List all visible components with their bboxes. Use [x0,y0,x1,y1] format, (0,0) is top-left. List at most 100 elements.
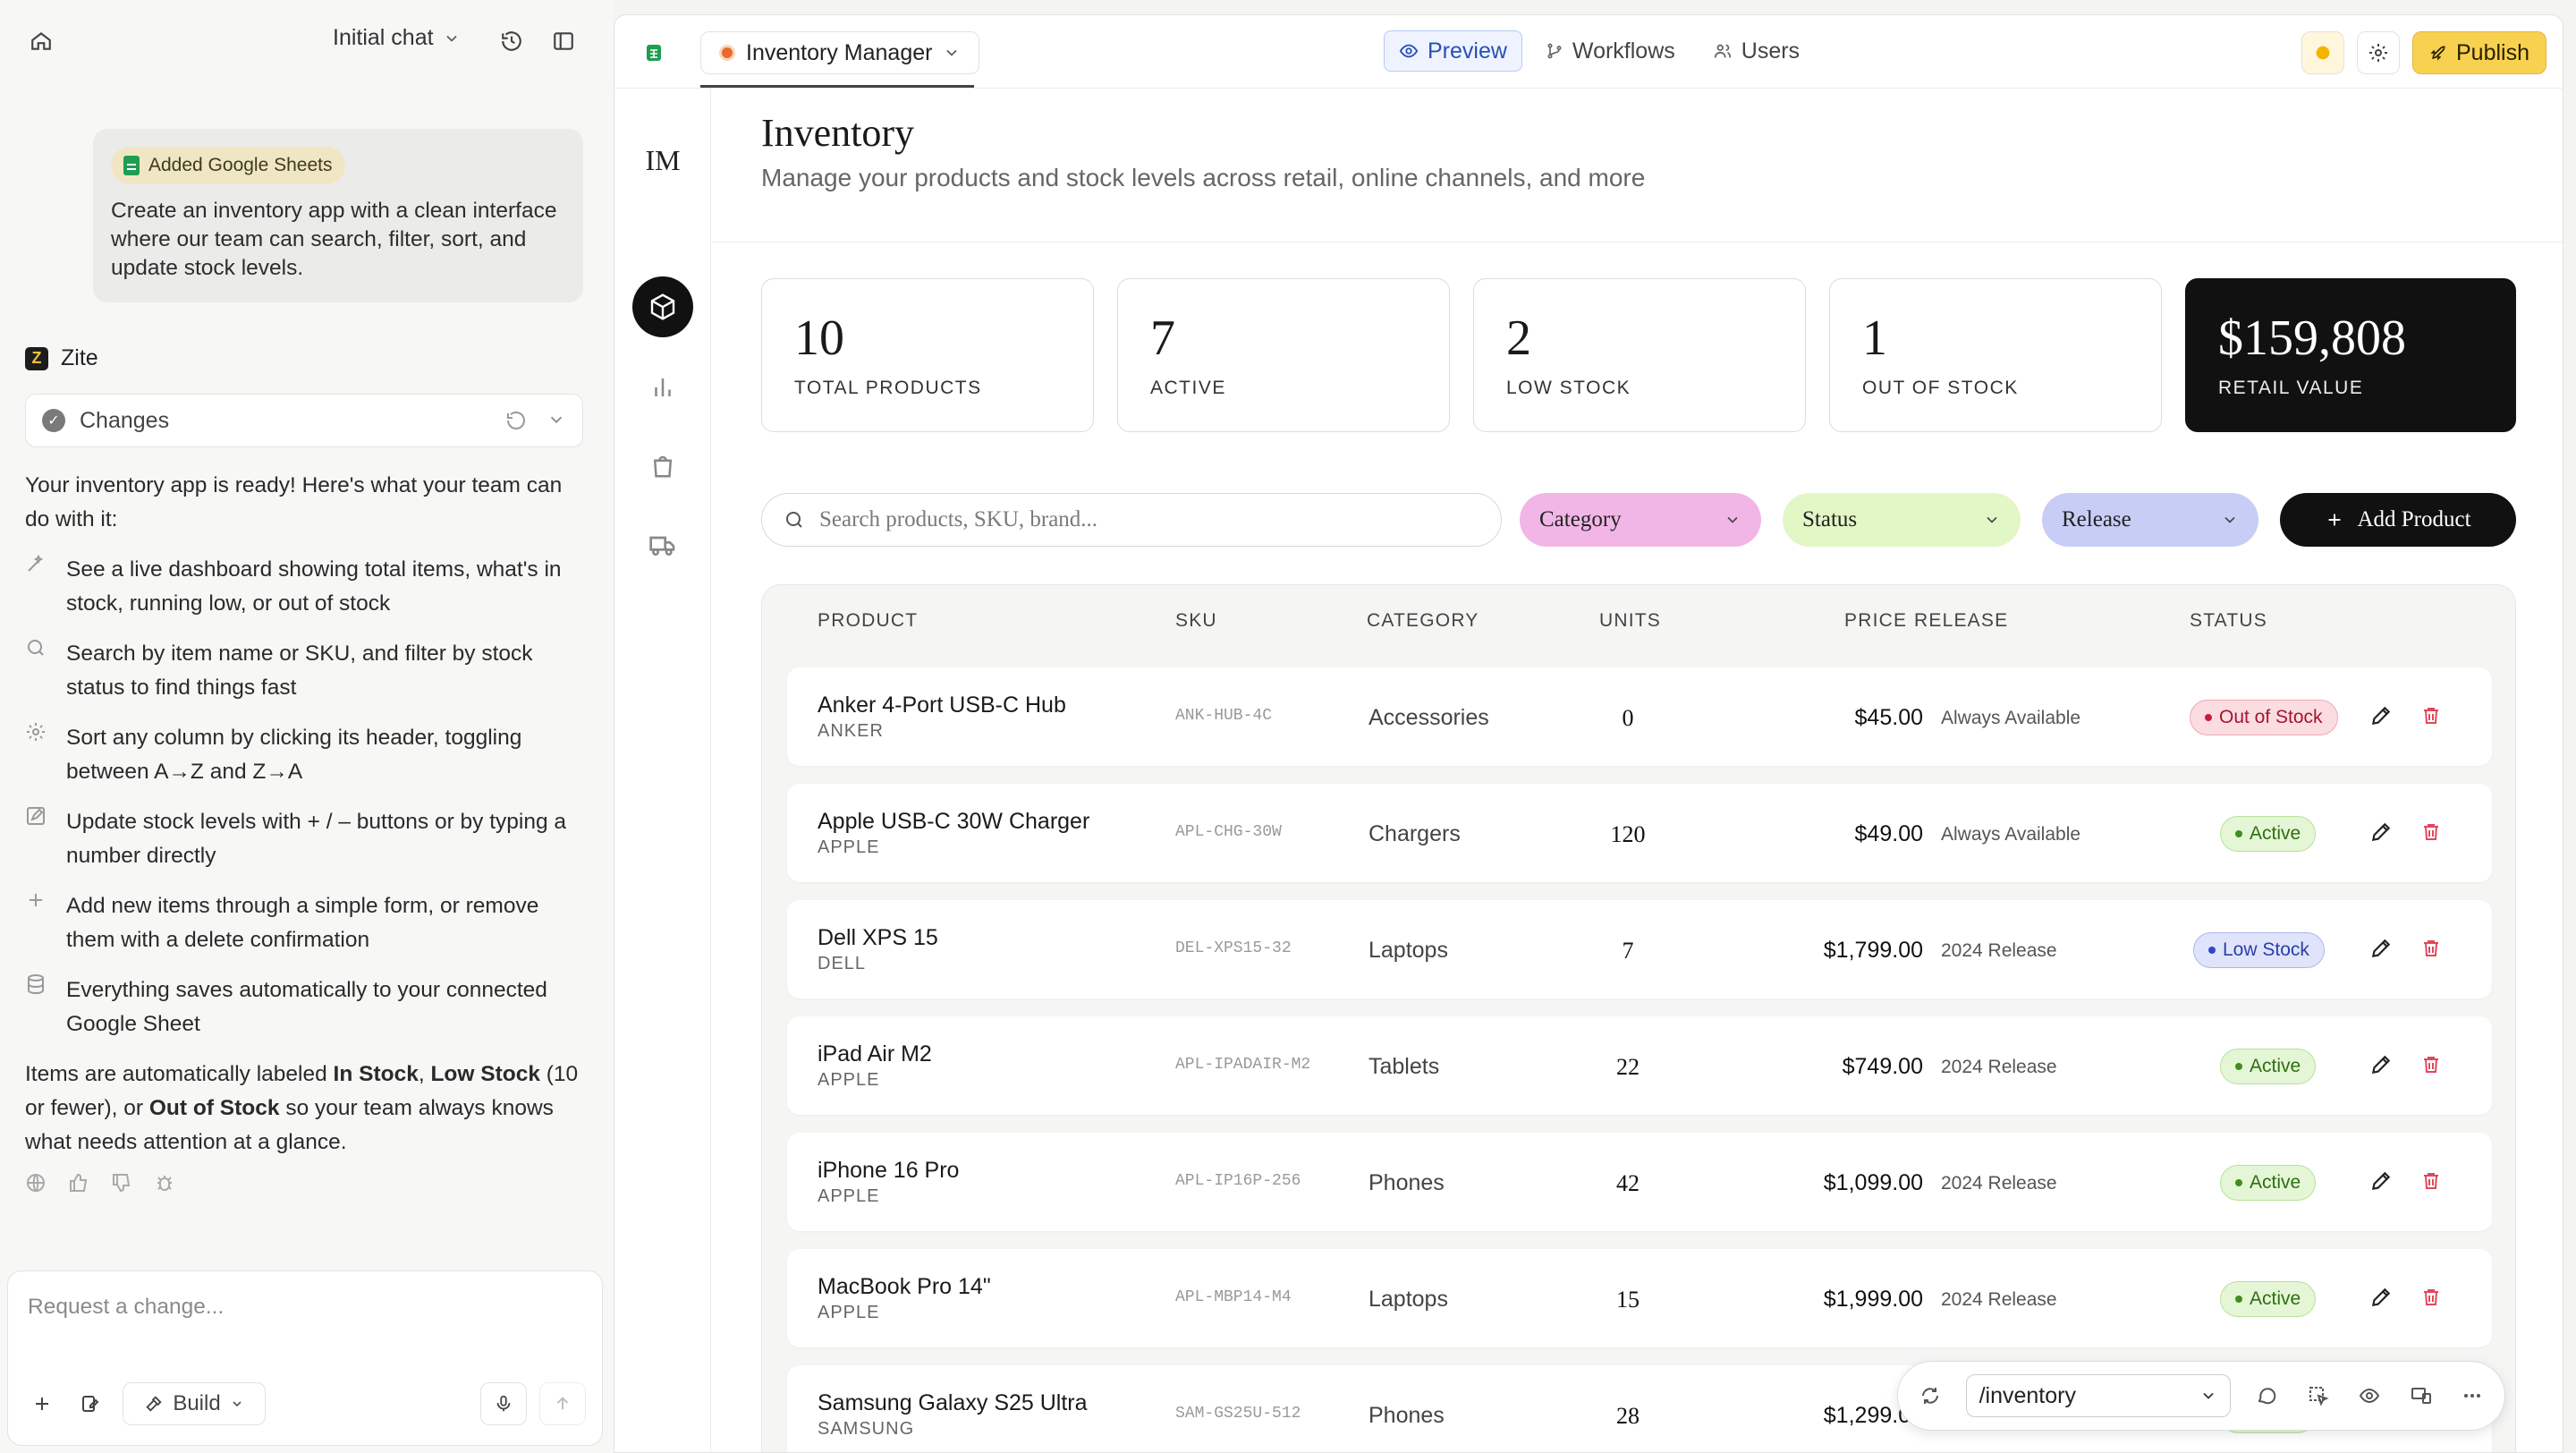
category-filter[interactable]: Category [1520,493,1761,547]
sidebar-toggle-icon[interactable] [544,21,583,61]
restore-icon[interactable] [505,410,527,431]
edit-icon[interactable] [2363,1163,2399,1199]
request-change-input[interactable] [28,1295,564,1320]
trash-icon[interactable] [2413,1163,2449,1199]
product-release: 2024 Release [1941,1173,2057,1194]
table-row[interactable]: iPad Air M2 APPLE APL-IPADAIR-M2 Tablets 22 $… [787,1016,2492,1115]
chat-panel: Initial chat Added Google Sheets Create … [0,0,614,1453]
stat-label: RETAIL VALUE [2218,378,2364,398]
add-product-button[interactable]: Add Product [2280,493,2516,547]
product-release: 2024 Release [1941,1289,2057,1310]
product-price: $45.00 [1854,705,1923,730]
stat-active: 7 ACTIVE [1117,278,1450,432]
tab-label: Users [1741,38,1801,64]
eye-icon[interactable] [2353,1380,2385,1412]
publish-button[interactable]: Publish [2412,31,2546,74]
edit-icon[interactable] [2363,1047,2399,1083]
chat-composer: Build [7,1270,603,1446]
column-header-units[interactable]: UNITS [1599,610,1661,631]
add-attachment-icon[interactable] [22,1382,62,1425]
sidebar-item-inventory[interactable] [632,276,693,337]
tab-preview[interactable]: Preview [1384,30,1522,72]
product-release: 2024 Release [1941,940,2057,961]
sidebar-item-orders[interactable] [632,436,693,497]
sidebar-item-analytics[interactable] [632,357,693,418]
tab-workflows[interactable]: Workflows [1531,30,1690,72]
visual-edit-icon[interactable] [71,1382,110,1425]
chevron-down-icon [1983,511,2001,529]
tab-users[interactable]: Users [1699,30,1814,72]
table-row[interactable]: iPhone 16 Pro APPLE APL-IP16P-256 Phones 42 $… [787,1133,2492,1231]
status-dot-icon [2235,1063,2242,1070]
product-units[interactable]: 120 [1610,821,1646,847]
comment-icon[interactable] [2250,1380,2283,1412]
product-units[interactable]: 42 [1616,1170,1640,1196]
send-icon[interactable] [539,1382,586,1425]
settings-icon[interactable] [2357,31,2400,74]
more-icon[interactable] [2456,1380,2488,1412]
wand-icon [25,553,50,621]
theme-icon[interactable] [2301,31,2344,74]
stat-retail-value: $159,808 RETAIL VALUE [2185,278,2516,432]
globe-icon[interactable] [25,1172,47,1194]
attachment-chip[interactable]: Added Google Sheets [111,147,345,184]
trash-icon[interactable] [2413,698,2449,734]
status-filter[interactable]: Status [1783,493,2021,547]
app-selector[interactable]: Inventory Manager [700,31,980,74]
chat-selector[interactable]: Initial chat [333,25,461,51]
column-header-status[interactable]: STATUS [2190,610,2267,631]
trash-icon[interactable] [2413,930,2449,966]
column-header-price[interactable]: PRICE [1844,610,1908,631]
chevron-down-icon[interactable] [547,410,566,431]
table-row[interactable]: Apple USB-C 30W Charger APPLE APL-CHG-30W C… [787,784,2492,882]
table-row[interactable]: Dell XPS 15 DELL DEL-XPS15-32 Laptops 7 $1,79… [787,900,2492,998]
trash-icon[interactable] [2413,1279,2449,1315]
table-row[interactable]: MacBook Pro 14" APPLE APL-MBP14-M4 Laptops 1… [787,1249,2492,1347]
release-filter[interactable]: Release [2042,493,2258,547]
product-units[interactable]: 0 [1622,705,1634,731]
refresh-icon[interactable] [1914,1380,1946,1412]
edit-icon[interactable] [2363,1279,2399,1315]
search-input[interactable] [819,507,1479,532]
product-release: Always Available [1941,824,2081,845]
select-element-icon[interactable] [2302,1380,2334,1412]
google-sheets-icon[interactable] [634,33,674,72]
product-units[interactable]: 7 [1622,938,1634,964]
mode-selector[interactable]: Build [123,1382,266,1425]
thumbs-down-icon[interactable] [111,1172,132,1194]
product-category: Tablets [1368,1054,1440,1079]
plus-icon [2325,510,2344,530]
thumbs-up-icon[interactable] [68,1172,89,1194]
column-header-sku[interactable]: SKU [1175,610,1217,631]
table-row[interactable]: Anker 4-Port USB-C Hub ANKER ANK-HUB-4C Acc… [787,667,2492,766]
column-header-category[interactable]: CATEGORY [1367,610,1479,631]
history-icon[interactable] [492,21,531,61]
column-header-product[interactable]: PRODUCT [818,610,919,631]
route-selector[interactable]: /inventory [1965,1374,2232,1417]
trash-icon[interactable] [2413,1047,2449,1083]
responsive-icon[interactable] [2405,1380,2437,1412]
feature-text: Sort any column by clicking its header, … [66,726,522,784]
feature-item: Add new items through a simple form, or … [25,889,589,957]
product-units[interactable]: 15 [1616,1287,1640,1313]
assistant-intro: Your inventory app is ready! Here's what… [25,473,563,531]
column-header-release[interactable]: RELEASE [1914,610,2009,631]
product-units[interactable]: 22 [1616,1054,1640,1080]
microphone-icon[interactable] [480,1382,527,1425]
edit-icon[interactable] [2363,814,2399,850]
rocket-icon [2429,44,2447,62]
product-units[interactable]: 28 [1616,1403,1640,1429]
status-label: Active [2250,1056,2301,1076]
feature-item: Search by item name or SKU, and filter b… [25,637,589,705]
home-icon[interactable] [21,21,61,61]
changes-panel[interactable]: ✓ Changes [25,394,583,447]
edit-icon[interactable] [2363,698,2399,734]
chevron-down-icon [2199,1387,2217,1405]
sidebar-item-shipping[interactable] [632,514,693,575]
trash-icon[interactable] [2413,814,2449,850]
product-category: Laptops [1368,938,1448,963]
bug-icon[interactable] [154,1172,175,1194]
product-category: Phones [1368,1170,1445,1195]
chevron-down-icon [230,1397,244,1411]
edit-icon[interactable] [2363,930,2399,966]
